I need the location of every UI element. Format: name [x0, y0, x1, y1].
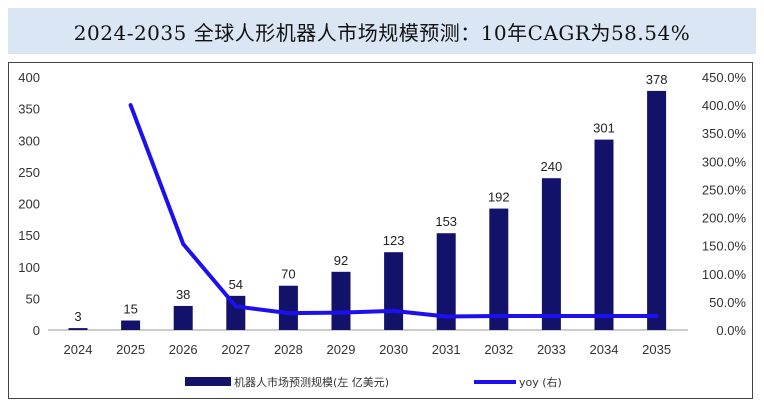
- right-tick-label: 200.0%: [702, 211, 747, 226]
- bar: [68, 328, 88, 330]
- x-tick-label: 2033: [537, 342, 566, 357]
- bars-group: [68, 90, 667, 330]
- bar: [436, 233, 456, 330]
- bar-value-label: 378: [646, 72, 668, 87]
- right-tick-label: 450.0%: [702, 70, 747, 85]
- left-axis-ticks: 0 50 100 150 200 250 300 350 400: [18, 70, 40, 338]
- right-tick-label: 100.0%: [702, 267, 747, 282]
- bar: [121, 320, 141, 330]
- bar: [384, 252, 404, 330]
- x-tick-label: 2028: [274, 342, 303, 357]
- right-tick-label: 250.0%: [702, 182, 747, 197]
- chart-title: 2024-2035 全球人形机器人市场规模预测：10年CAGR为58.54%: [8, 8, 756, 54]
- bar-value-label: 38: [176, 287, 190, 302]
- left-tick-label: 250: [18, 165, 40, 180]
- right-tick-label: 400.0%: [702, 98, 747, 113]
- legend: 机器人市场预测规模(左 亿美元) yoy (右): [185, 375, 562, 389]
- x-tick-label: 2035: [642, 342, 671, 357]
- right-tick-label: 350.0%: [702, 126, 747, 141]
- bar-value-label: 153: [435, 214, 457, 229]
- left-tick-label: 350: [18, 102, 40, 117]
- x-tick-label: 2025: [116, 342, 145, 357]
- left-tick-label: 150: [18, 228, 40, 243]
- bar-value-label: 123: [383, 233, 405, 248]
- left-tick-label: 100: [18, 260, 40, 275]
- right-axis-ticks: 0.0% 50.0% 100.0% 150.0% 200.0% 250.0% 300.0% 3…: [702, 70, 747, 338]
- chart-frame: [8, 62, 753, 399]
- bar: [489, 208, 509, 330]
- right-tick-label: 50.0%: [709, 295, 746, 310]
- legend-line-label: yoy (右): [519, 375, 562, 389]
- left-tick-label: 300: [18, 133, 40, 148]
- right-tick-label: 300.0%: [702, 154, 747, 169]
- bar: [331, 271, 351, 330]
- yoy-line: [128, 103, 659, 319]
- x-tick-label: 2034: [590, 342, 619, 357]
- left-tick-label: 200: [18, 197, 40, 212]
- x-tick-label: 2026: [169, 342, 198, 357]
- right-tick-label: 150.0%: [702, 239, 747, 254]
- bar: [278, 285, 298, 330]
- bar-value-label: 192: [488, 190, 510, 205]
- left-tick-label: 0: [33, 323, 40, 338]
- legend-bar-label: 机器人市场预测规模(左 亿美元): [234, 375, 389, 389]
- bar: [594, 139, 614, 330]
- bar-value-label: 240: [541, 159, 563, 174]
- x-tick-label: 2031: [432, 342, 461, 357]
- bar-value-label: 3: [74, 309, 81, 324]
- bar-value-label: 301: [593, 121, 615, 136]
- bar: [173, 305, 193, 330]
- bar-value-label: 92: [334, 253, 348, 268]
- x-tick-label: 2027: [221, 342, 250, 357]
- bar-value-label: 70: [281, 267, 295, 282]
- legend-bar-swatch: [185, 377, 231, 386]
- x-tick-label: 2029: [327, 342, 356, 357]
- x-tick-label: 2032: [484, 342, 513, 357]
- x-tick-label: 2024: [64, 342, 93, 357]
- bar-value-label: 54: [229, 277, 243, 292]
- x-axis-ticks: 2024 2025 2026 2027 2028 2029 2030 2031 2032 2033…: [64, 342, 672, 357]
- bar-value-label: 15: [123, 302, 137, 317]
- bar: [647, 90, 667, 330]
- bar: [541, 178, 561, 330]
- left-tick-label: 50: [26, 291, 40, 306]
- bar: [226, 295, 246, 330]
- right-tick-label: 0.0%: [716, 323, 746, 338]
- x-tick-label: 2030: [379, 342, 408, 357]
- bar-labels-group: 3 15 38 54 70 92 123 153 192 240 301 378: [74, 72, 667, 324]
- left-tick-label: 400: [18, 70, 40, 85]
